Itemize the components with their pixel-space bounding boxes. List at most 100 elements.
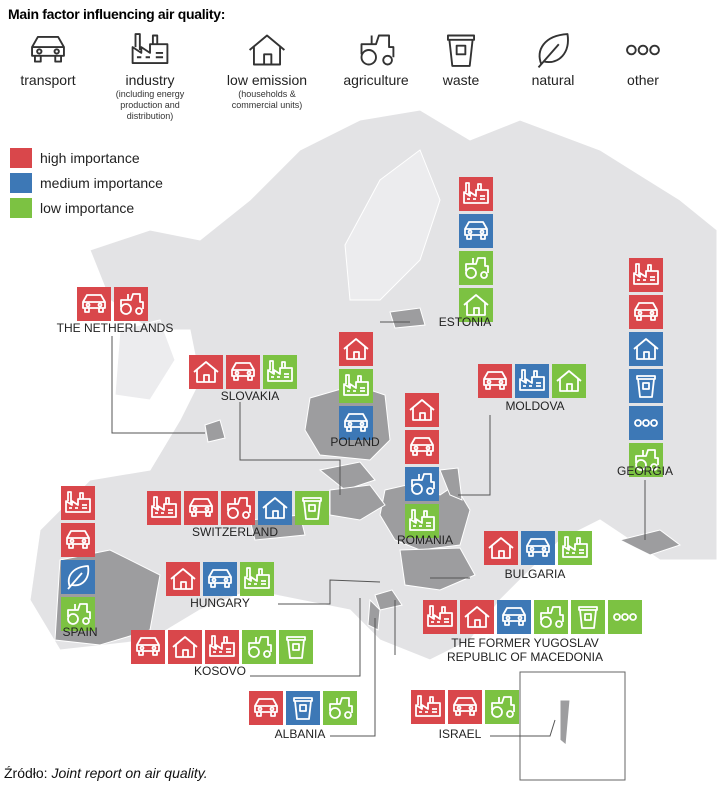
icon-part	[34, 55, 62, 63]
icon-part	[360, 34, 395, 58]
factor-icon	[453, 697, 477, 716]
source-text: Joint report on air quality.	[51, 765, 208, 781]
icon-part	[286, 636, 306, 659]
country-label: THE NETHERLANDS	[56, 321, 174, 335]
icon-part	[82, 294, 106, 309]
icon-part	[263, 650, 271, 658]
icon-part	[566, 549, 584, 554]
icon-part	[31, 36, 65, 57]
importance-tile	[286, 691, 320, 725]
icon-part	[67, 565, 90, 590]
icon-part	[529, 546, 535, 552]
icon-part	[637, 310, 643, 316]
icon-part	[85, 302, 91, 308]
factor-icon	[411, 473, 435, 495]
country-label: GEORGIA	[616, 464, 673, 478]
factor-icon	[360, 34, 395, 66]
factor-icon	[293, 697, 313, 720]
icon-part	[256, 712, 276, 717]
icon-part	[409, 509, 435, 531]
icon-part	[635, 449, 659, 465]
factor-icon	[254, 698, 278, 717]
icon-part	[480, 271, 488, 279]
icon-part	[248, 34, 286, 66]
icon-part	[267, 360, 293, 382]
icon-part	[541, 546, 547, 552]
icon-part	[634, 419, 642, 427]
icon-part	[209, 635, 235, 657]
icon-part	[329, 697, 353, 713]
icon-part	[413, 522, 431, 527]
icon-part	[193, 361, 219, 383]
icon-part	[506, 710, 514, 718]
icon-part	[343, 338, 369, 360]
country-label: BULGARIA	[504, 567, 566, 581]
factor-icon	[578, 606, 598, 629]
factor-icon	[540, 606, 564, 628]
factor-icon	[227, 497, 251, 519]
icon-part	[192, 506, 198, 512]
factor-icon	[519, 369, 545, 391]
importance-tile	[279, 630, 313, 664]
icon-part	[650, 463, 658, 471]
factor-icon	[502, 607, 526, 626]
leader-lines	[111, 321, 646, 737]
icon-part	[257, 706, 263, 712]
icon-part	[254, 698, 278, 713]
icon-part	[498, 379, 504, 385]
factor-label: agriculture	[343, 72, 409, 88]
factor-icon	[465, 257, 489, 279]
icon-part	[269, 706, 275, 712]
icon-part	[131, 33, 169, 64]
icon-part	[637, 44, 649, 56]
icon-part	[411, 473, 435, 489]
importance-tile	[77, 287, 111, 321]
icon-part	[359, 421, 365, 427]
icon-part	[234, 370, 240, 376]
icon-part	[537, 33, 569, 69]
country-label: SPAIN	[62, 625, 98, 639]
icon-part	[505, 615, 511, 621]
importance-tile	[608, 600, 642, 634]
icon-part	[483, 371, 507, 386]
icon-part	[467, 195, 485, 200]
country-label: SLOVAKIA	[220, 389, 280, 403]
icon-part	[120, 303, 132, 315]
icon-part	[486, 379, 492, 385]
factor-icon	[464, 606, 490, 628]
icon-part	[347, 421, 353, 427]
factor-icon	[409, 509, 435, 531]
icon-part	[344, 711, 352, 719]
factor-icon	[31, 36, 65, 63]
icon-part	[227, 507, 239, 519]
factor-icon	[526, 538, 550, 557]
factor-icon	[634, 302, 658, 321]
icon-part	[67, 613, 79, 625]
source-prefix: Źródło:	[4, 765, 48, 781]
icon-part	[136, 51, 164, 59]
icon-part	[455, 711, 475, 716]
factor-icon	[302, 497, 322, 520]
factor-icon	[151, 496, 177, 518]
factor-icon	[82, 294, 106, 313]
icon-part	[223, 577, 229, 583]
icon-part	[467, 229, 473, 235]
icon-part	[468, 705, 474, 711]
icon-part	[635, 459, 647, 471]
icon-part	[302, 497, 322, 520]
factor-icon	[65, 491, 91, 513]
icon-part	[642, 419, 650, 427]
factor-label: natural	[531, 72, 575, 88]
icon-part	[504, 621, 524, 626]
icon-part	[68, 544, 88, 549]
factor-label: transport	[20, 72, 76, 88]
icon-part	[293, 697, 313, 720]
factor-icon	[172, 636, 198, 658]
icon-part	[82, 617, 90, 625]
factor-icon	[329, 697, 353, 719]
icon-part	[271, 373, 289, 378]
country-label: POLAND	[330, 435, 380, 449]
factor-icon	[633, 263, 659, 285]
icon-part	[540, 606, 564, 622]
importance-tile	[295, 491, 329, 525]
